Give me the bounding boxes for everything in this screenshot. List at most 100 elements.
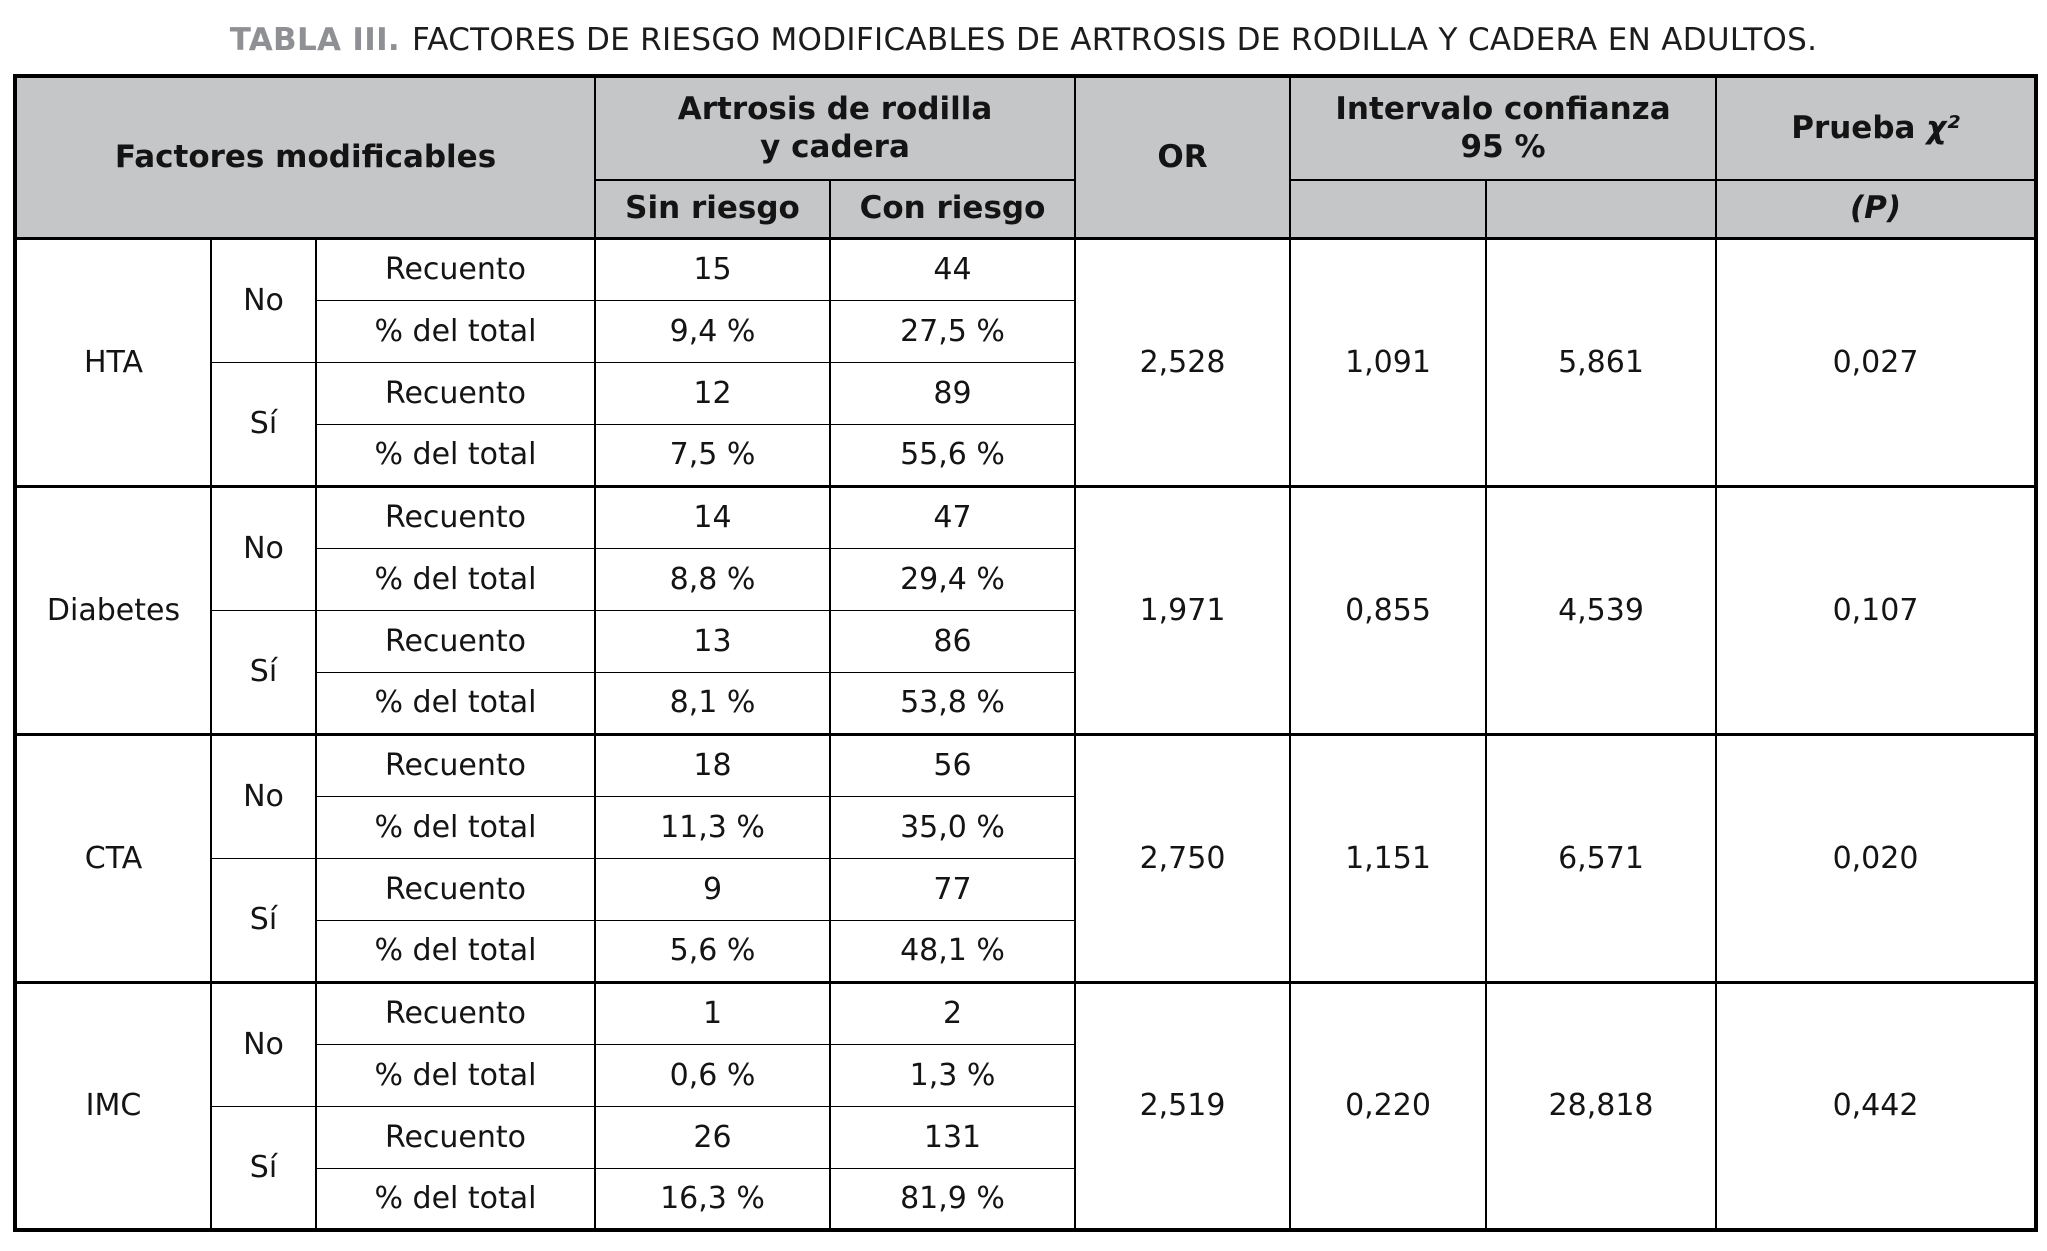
factor-cell-cta: CTA: [14, 732, 212, 983]
rowlabel-pct: % del total: [314, 547, 597, 611]
rowlabel-recuento: Recuento: [314, 1105, 597, 1169]
p-value-cell: 0,442: [1715, 980, 2038, 1231]
risk-factors-table: Factores modificables Artrosis de rodill…: [13, 74, 2039, 1232]
header-artrosis: Artrosis de rodilla y cadera: [594, 75, 1077, 181]
p-value-cell: 0,020: [1715, 732, 2038, 983]
table-row: % del total 0,6 % 1,3 %: [15, 1043, 2036, 1107]
header-superior: [1485, 179, 1718, 240]
value-sin-riesgo: 16,3 %: [594, 1167, 832, 1231]
table-number: TABLA III.: [229, 22, 400, 58]
ci-superior-cell: 5,861: [1485, 236, 1718, 487]
rowlabel-recuento: Recuento: [314, 980, 597, 1045]
value-con-riesgo: 27,5 %: [829, 299, 1077, 363]
value-con-riesgo: 86: [829, 609, 1077, 673]
value-con-riesgo: 56: [829, 732, 1077, 797]
subgroup-no-cell: No: [210, 980, 317, 1107]
header-row-1: Factores modificables Artrosis de rodill…: [13, 75, 2038, 239]
rowlabel-pct: % del total: [314, 795, 597, 859]
factor-cell-hta: HTA: [14, 236, 212, 487]
value-sin-riesgo: 1: [594, 980, 832, 1045]
rowlabel-recuento: Recuento: [314, 732, 597, 797]
rowlabel-recuento: Recuento: [314, 361, 597, 425]
header-intervalo-confianza: Intervalo confianza 95 %: [1289, 75, 1718, 181]
or-value-cell: 1,971: [1074, 484, 1292, 735]
subgroup-si-cell: Sí: [210, 361, 317, 487]
rowlabel-pct: % del total: [314, 1167, 597, 1231]
or-value-cell: 2,750: [1074, 732, 1292, 983]
chi-squared-symbol: χ²: [1926, 109, 1960, 146]
rowlabel-pct: % del total: [314, 671, 597, 735]
ci-superior-cell: 28,818: [1485, 980, 1718, 1231]
rowlabel-recuento: Recuento: [314, 236, 597, 301]
value-sin-riesgo: 8,1 %: [594, 671, 832, 735]
ci-inferior-cell: 1,151: [1289, 732, 1488, 983]
value-con-riesgo: 1,3 %: [829, 1043, 1077, 1107]
or-value-cell: 2,528: [1074, 236, 1292, 487]
table-row: CTA No Recuento 18 56 2,750 1,151 6,571 …: [14, 732, 2038, 983]
value-sin-riesgo: 13: [594, 609, 832, 673]
value-sin-riesgo: 0,6 %: [594, 1043, 832, 1107]
value-sin-riesgo: 5,6 %: [594, 919, 832, 983]
subgroup-no-cell: No: [210, 236, 317, 363]
ci-superior-cell: 6,571: [1485, 732, 1718, 983]
p-value-cell: 0,107: [1715, 484, 2038, 735]
header-sin-riesgo: Sin riesgo: [594, 179, 832, 240]
value-sin-riesgo: 9,4 %: [594, 299, 832, 363]
factor-cell-imc: IMC: [14, 980, 212, 1231]
value-con-riesgo: 53,8 %: [829, 671, 1077, 735]
value-sin-riesgo: 7,5 %: [594, 423, 832, 487]
subgroup-si-cell: Sí: [210, 1105, 317, 1231]
table-row: % del total 9,4 % 27,5 %: [15, 299, 2036, 363]
table-caption: FACTORES DE RIESGO MODIFICABLES DE ARTRO…: [411, 22, 1818, 58]
value-con-riesgo: 81,9 %: [829, 1167, 1077, 1231]
header-prueba-chi: Prueba χ²: [1715, 75, 2038, 181]
value-sin-riesgo: 9: [594, 857, 832, 921]
subgroup-si-cell: Sí: [210, 857, 317, 983]
table-row: Diabetes No Recuento 14 47 1,971 0,855 4…: [14, 484, 2038, 735]
factor-cell-diabetes: Diabetes: [14, 484, 212, 735]
rowlabel-recuento: Recuento: [314, 609, 597, 673]
table-row: % del total 11,3 % 35,0 %: [15, 795, 2036, 859]
ci-inferior-cell: 1,091: [1289, 236, 1488, 487]
value-sin-riesgo: 8,8 %: [594, 547, 832, 611]
table-row: % del total 8,8 % 29,4 %: [15, 547, 2036, 611]
value-con-riesgo: 89: [829, 361, 1077, 425]
rowlabel-pct: % del total: [314, 423, 597, 487]
table-row: % del total 7,5 % 55,6 %: [15, 423, 2036, 487]
table-row: HTA No Recuento 15 44 2,528 1,091 5,861 …: [14, 236, 2038, 487]
value-sin-riesgo: 11,3 %: [594, 795, 832, 859]
header-con-riesgo: Con riesgo: [829, 179, 1077, 240]
p-value-cell: 0,027: [1715, 236, 2038, 487]
rowlabel-pct: % del total: [314, 919, 597, 983]
ci-superior-cell: 4,539: [1485, 484, 1718, 735]
table-row: IMC No Recuento 1 2 2,519 0,220 28,818 0…: [14, 980, 2038, 1231]
rowlabel-recuento: Recuento: [314, 484, 597, 549]
header-factores-modificables: Factores modificables: [13, 75, 597, 239]
header-inferior: [1289, 179, 1488, 240]
value-con-riesgo: 55,6 %: [829, 423, 1077, 487]
table-title: TABLA III. FACTORES DE RIESGO MODIFICABLE…: [13, 22, 2034, 58]
value-sin-riesgo: 14: [594, 484, 832, 549]
value-sin-riesgo: 12: [594, 361, 832, 425]
value-con-riesgo: 77: [829, 857, 1077, 921]
subgroup-no-cell: No: [210, 484, 317, 611]
value-con-riesgo: 131: [829, 1105, 1077, 1169]
value-sin-riesgo: 15: [594, 236, 832, 301]
header-p-value: (P): [1715, 179, 2038, 240]
ci-inferior-cell: 0,220: [1289, 980, 1488, 1231]
subgroup-si-cell: Sí: [210, 609, 317, 735]
subgroup-no-cell: No: [210, 732, 317, 859]
header-row-2: Sin riesgo Con riesgo (P): [15, 179, 2038, 240]
table-row: % del total 16,3 % 81,9 %: [15, 1167, 2036, 1231]
table-row: Sí Recuento 9 77: [15, 857, 2036, 983]
rowlabel-recuento: Recuento: [314, 857, 597, 921]
rowlabel-pct: % del total: [314, 1043, 597, 1107]
header-prueba-label: Prueba: [1791, 109, 1916, 146]
value-con-riesgo: 29,4 %: [829, 547, 1077, 611]
table-row: Sí Recuento 12 89: [15, 361, 2036, 487]
table-row: Sí Recuento 26 131: [15, 1105, 2036, 1231]
table-row: Sí Recuento 13 86: [15, 609, 2036, 735]
value-con-riesgo: 44: [829, 236, 1077, 301]
value-con-riesgo: 48,1 %: [829, 919, 1077, 983]
